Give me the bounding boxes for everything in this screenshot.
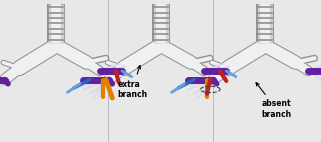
Text: absent
branch: absent branch	[256, 83, 292, 119]
Text: extra
branch: extra branch	[117, 66, 147, 99]
